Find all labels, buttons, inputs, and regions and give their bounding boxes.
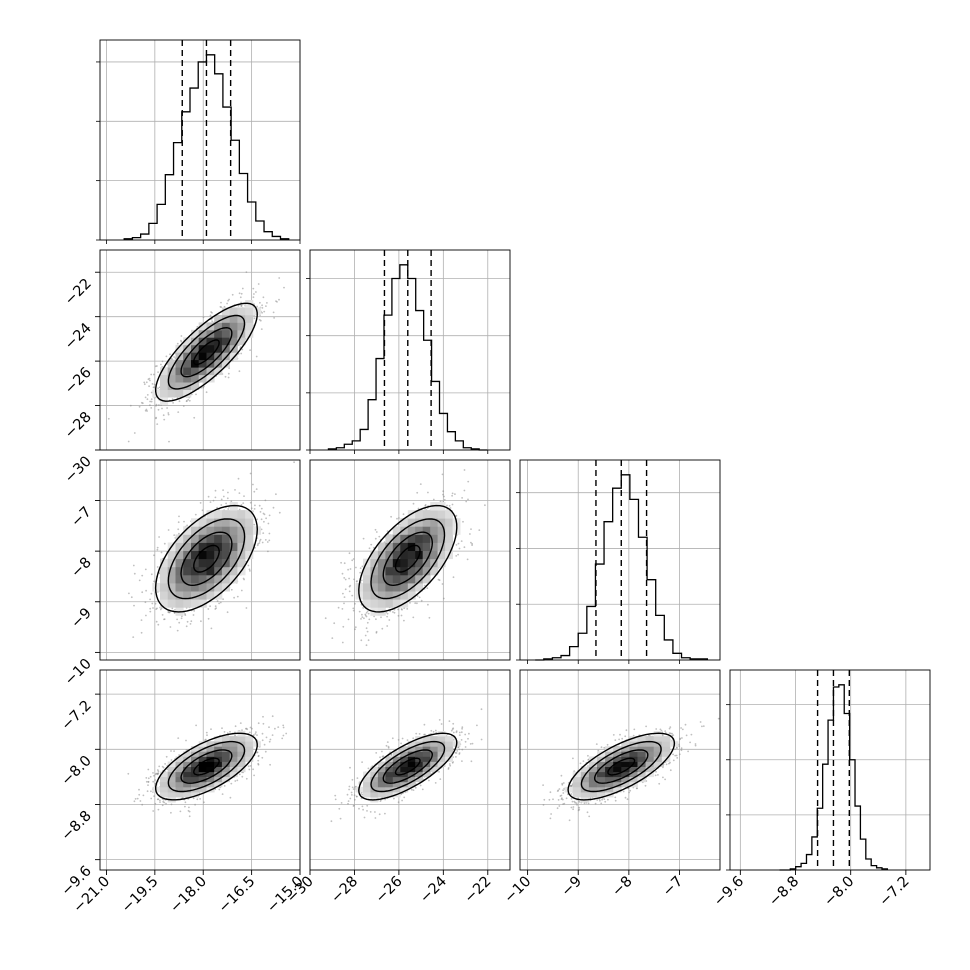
contour-level-1 [193,544,220,573]
contour-level-2 [382,749,434,784]
panel-frame [99,669,301,871]
x-tick-label: −26 [373,874,406,907]
contour-level-3 [167,314,246,390]
y-tick-label: −28 [62,409,95,442]
x-tick-label: −10 [501,874,534,907]
y-axis-2: −30 −28 −26 −24 −22 [62,271,100,487]
contour-level-3 [167,518,246,600]
scatter-panel-3-1 [99,459,301,661]
panel-frame [309,249,511,451]
panel-content [127,461,295,638]
x-tick-label: −9.6 [711,874,747,910]
contour-level-3 [370,740,446,793]
contour-level-1 [193,339,220,366]
contour-level-2 [180,749,233,784]
panel-frame [519,459,721,661]
panel-frame [99,459,301,661]
x-tick-label: −8.8 [766,874,802,910]
panel-content [127,715,288,818]
panel-content [330,708,483,823]
histogram-step [123,54,290,240]
diag-bottom-ticks-2 [309,450,489,454]
histogram-panel-1 [96,39,301,241]
panel-frame [309,459,511,661]
panel-content [542,717,720,822]
contour-level-4 [358,732,458,801]
contour-level-2 [180,326,233,378]
y-tick-label: −7 [68,504,94,530]
x-tick-label: −8.0 [821,874,857,910]
contour-level-2 [180,531,233,587]
diag-bottom-ticks-3 [527,660,680,664]
histogram-step [779,684,889,871]
contour-level-3 [167,740,246,793]
scatter-panel-4-1 [99,669,301,871]
y-tick-label: −10 [62,656,95,689]
x-tick-label: −18.0 [167,874,210,917]
density-cells [355,502,461,616]
diag-bottom-ticks-1 [106,240,301,244]
panel-content [324,469,486,647]
y-tick-label: −30 [62,454,95,487]
panel-frame [99,39,301,241]
y-tick-label: −9 [68,605,94,631]
density-cells [152,300,261,405]
y-tick-label: −8.0 [59,753,95,789]
density-cells [355,731,461,803]
contour-level-4 [567,732,676,801]
scatter-panel-2-1 [99,249,301,451]
x-tick-label: −22 [462,874,495,907]
x-axis-3: −10 −9 −8 −7 [501,870,686,906]
x-tick-label: −9 [559,874,585,900]
histogram-panel-4 [726,669,931,871]
panel-frame [519,669,721,871]
panel-frame [99,249,301,451]
contour-level-1 [394,544,421,573]
x-axis-2: −30 −28 −26 −24 −22 [284,870,495,906]
histogram-panel-2 [306,249,511,451]
histogram-panel-3 [516,459,721,661]
x-tick-label: −24 [417,874,450,907]
contour-level-4 [155,732,258,801]
contour-level-4 [155,302,258,402]
x-axis-1: −21.0 −19.5 −18.0 −16.5 −15.0 [71,870,307,916]
contour-level-3 [370,518,446,600]
contour-level-2 [593,749,649,784]
x-tick-label: −7.2 [876,874,912,910]
x-tick-label: −7 [660,874,686,900]
x-tick-label: −19.5 [119,874,162,917]
contour-level-1 [394,757,421,776]
panel-frame [729,669,931,871]
density-cells [564,731,679,803]
y-tick-label: −22 [62,276,95,309]
y-axis-4: −9.6−8.8−8.0−7.2 [59,693,100,899]
contour-level-3 [580,740,662,793]
panel-content [107,271,285,443]
density-cells [152,502,261,616]
y-tick-label: −8.8 [59,808,95,844]
contour-level-2 [382,531,434,587]
contour-level-4 [358,504,458,613]
x-tick-label: −28 [328,874,361,907]
y-axis-3: −10 −9 −8 −7 [62,500,100,689]
x-tick-label: −8 [609,874,635,900]
scatter-panel-4-2 [309,669,511,871]
panel-frame [309,669,511,871]
scatter-panel-4-3 [519,669,721,871]
contour-level-1 [193,757,220,776]
y-tick-label: −8 [68,555,94,581]
y-tick-label: −7.2 [59,698,95,734]
contour-level-4 [154,504,259,613]
x-tick-label: −16.5 [216,874,259,917]
x-axis-4: −9.6 −8.8 −8.0 −7.2 [711,870,913,910]
contour-level-1 [607,757,636,776]
y-tick-label: −24 [62,320,95,353]
y-tick-label: −26 [62,365,95,398]
scatter-panel-3-2 [309,459,511,661]
